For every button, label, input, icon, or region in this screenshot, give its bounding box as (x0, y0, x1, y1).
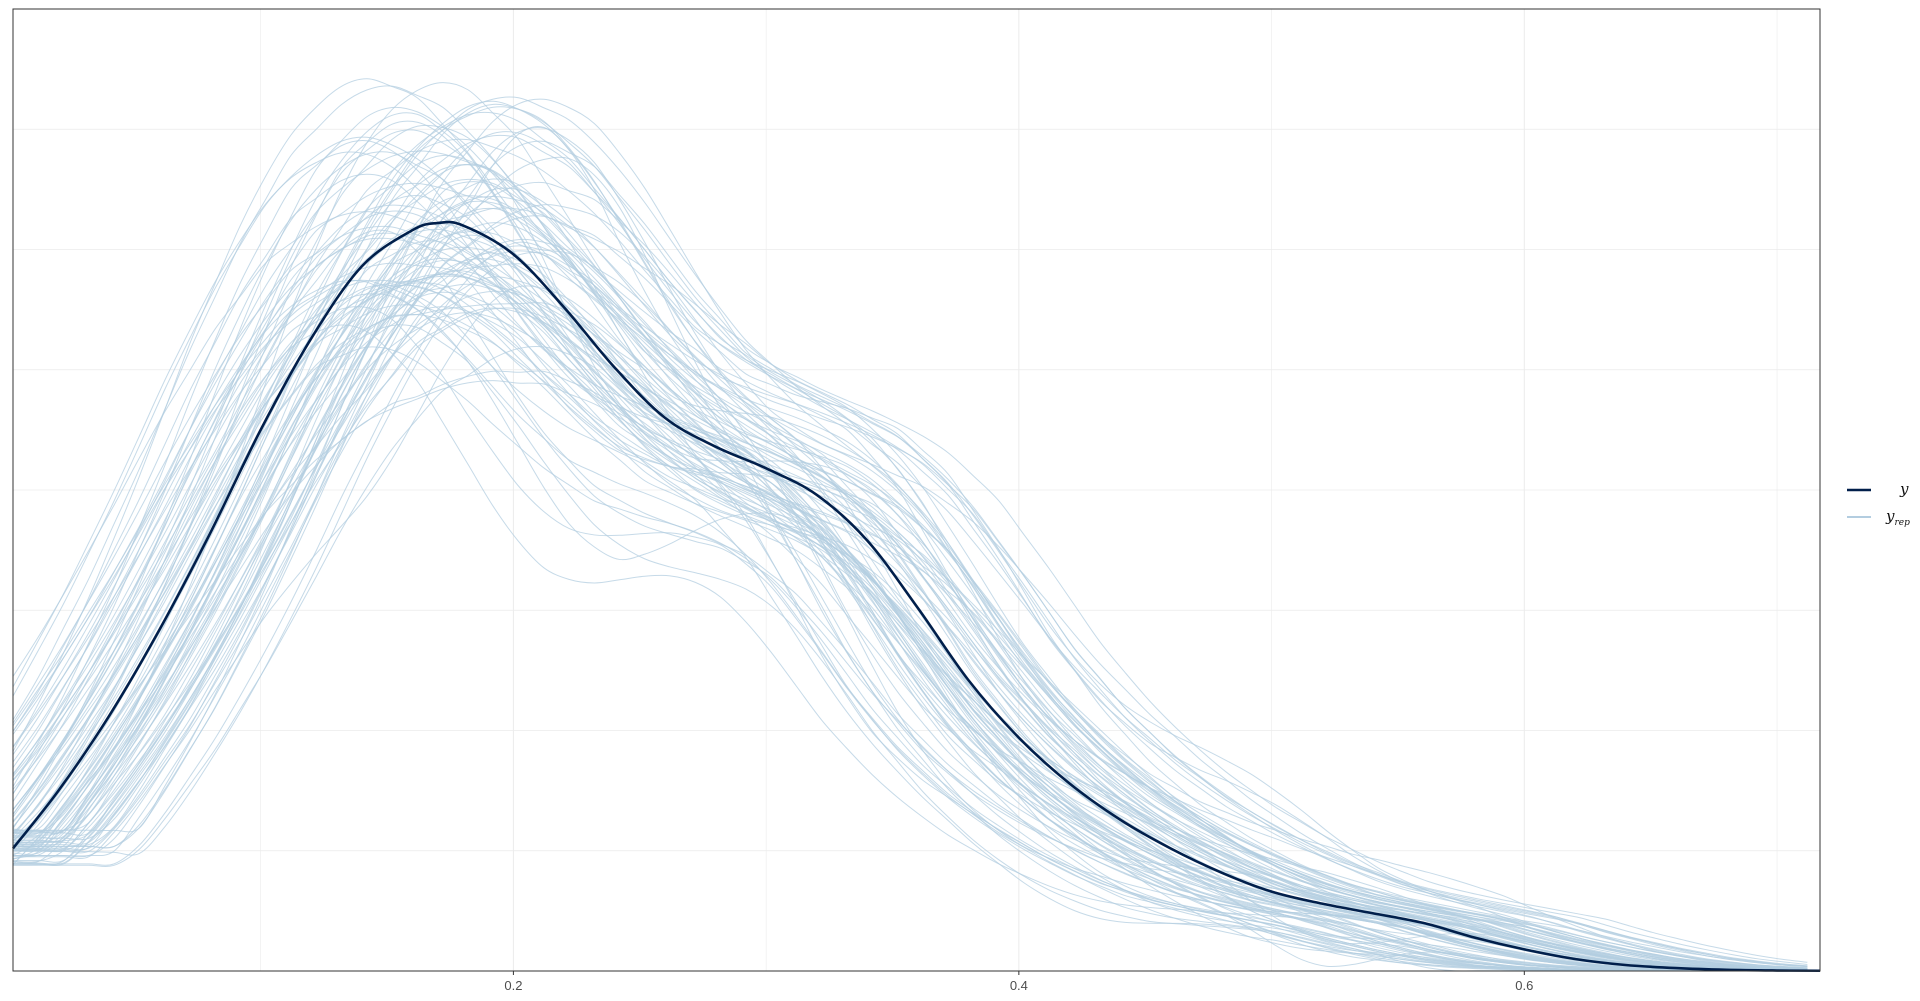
yrep-line (13, 134, 1808, 971)
x-axis: 0.2 0.4 0.6 (504, 971, 1533, 993)
yrep-line (12, 106, 1808, 972)
yrep-line (12, 204, 1808, 967)
yrep-line (12, 229, 1808, 972)
yrep-line (12, 306, 1808, 972)
yrep-line (12, 346, 1808, 972)
yrep-line (12, 181, 1808, 967)
yrep-line (12, 182, 1808, 970)
yrep-line (12, 111, 1808, 966)
yrep-line (13, 238, 1808, 972)
yrep-line (12, 120, 1808, 972)
yrep-line (12, 164, 1808, 967)
observed-density-line-group (11, 220, 1821, 973)
legend-label-subscript: rep (1894, 518, 1910, 528)
yrep-line (12, 241, 1808, 972)
yrep-line (12, 324, 1808, 972)
yrep-line (13, 98, 1808, 971)
yrep-line (12, 250, 1808, 970)
yrep-line (12, 195, 1808, 972)
yrep-line (12, 237, 1808, 972)
yrep-line (12, 138, 1808, 970)
legend-label-y: y (1899, 480, 1909, 498)
yrep-density-lines (12, 78, 1808, 972)
yrep-line (12, 112, 1808, 972)
plot-panel-border (12, 8, 1821, 972)
yrep-line (12, 275, 1808, 971)
x-tick-label: 0.4 (1010, 978, 1028, 993)
yrep-line (12, 279, 1808, 972)
yrep-line (12, 200, 1808, 969)
yrep-line (12, 314, 1808, 972)
yrep-line (13, 187, 1808, 972)
yrep-line (12, 150, 1808, 971)
yrep-line (12, 82, 1808, 972)
yrep-line (12, 232, 1808, 972)
yrep-line (13, 140, 1808, 970)
yrep-line (12, 207, 1808, 963)
yrep-line (13, 258, 1808, 971)
yrep-line (12, 136, 1808, 972)
yrep-line (12, 312, 1808, 971)
x-tick-label: 0.2 (504, 978, 522, 993)
yrep-line (12, 210, 1808, 972)
yrep-line (12, 231, 1808, 971)
yrep-line (12, 228, 1808, 972)
legend: y yrep (1847, 480, 1910, 528)
yrep-line (13, 270, 1808, 972)
yrep-line (12, 302, 1808, 972)
yrep-line (12, 283, 1808, 971)
yrep-line (12, 78, 1808, 972)
yrep-line (12, 240, 1808, 972)
yrep-line (13, 195, 1808, 971)
yrep-line (12, 140, 1808, 972)
yrep-line (12, 345, 1808, 972)
x-tick-label: 0.6 (1515, 978, 1533, 993)
yrep-line (13, 234, 1808, 972)
yrep-line (12, 251, 1808, 972)
legend-label-yrep: yrep (1885, 507, 1910, 528)
yrep-line (12, 370, 1808, 971)
grid-lines (13, 9, 1820, 971)
yrep-line (12, 273, 1808, 972)
observed-density-line (11, 220, 1821, 973)
yrep-line (12, 100, 1808, 971)
